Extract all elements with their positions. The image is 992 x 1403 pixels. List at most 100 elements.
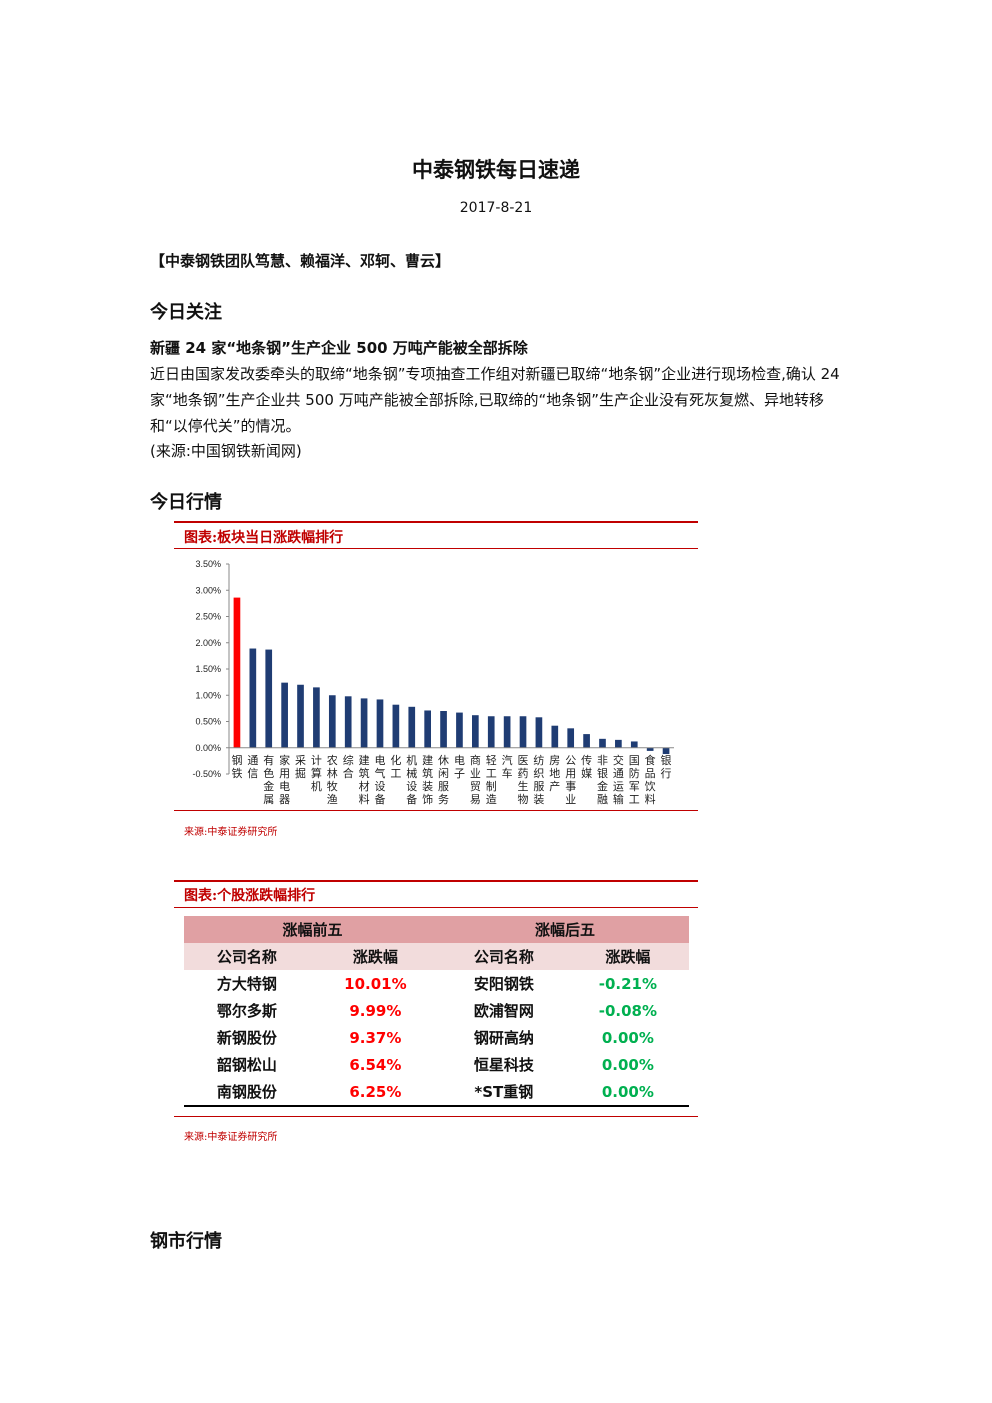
top-company: 方大特钢	[216, 975, 277, 993]
x-tick-label: 轻工制造	[486, 753, 497, 806]
x-tick-label: 房地产	[549, 754, 560, 793]
x-tick-label: 综合	[343, 753, 354, 780]
bar	[313, 687, 320, 748]
bar	[440, 711, 447, 748]
stock-change-table: 涨幅前五 涨幅后五 公司名称 涨跌幅 公司名称 涨跌幅 方大特钢 10.01% …	[184, 916, 689, 1107]
figure1-caption-rule	[174, 548, 698, 549]
table-row: 韶钢松山 6.54% 恒星科技 0.00%	[184, 1051, 689, 1078]
table-row: 方大特钢 10.01% 安阳钢铁 -0.21%	[184, 970, 689, 997]
x-tick-label: 纺织服装	[533, 753, 544, 806]
figure2-caption: 图表:个股涨跌幅排行	[184, 888, 316, 904]
group-header-bottom: 涨幅后五	[440, 916, 689, 943]
figure1-bottom-rule	[174, 810, 698, 811]
x-tick-label: 家用电器	[279, 753, 290, 806]
news-headline: 新疆 24 家“地条钢”生产企业 500 万吨产能被全部拆除	[150, 339, 528, 357]
col-header-company: 公司名称	[440, 943, 567, 970]
figure1-caption: 图表:板块当日涨跌幅排行	[184, 530, 344, 546]
bar	[519, 716, 527, 748]
y-tick-label: -0.50%	[192, 769, 221, 779]
x-tick-label: 机械设备	[406, 753, 417, 806]
bar	[424, 710, 431, 748]
team-authors: 【中泰钢铁团队笃慧、赖福洋、邓轲、曹云】	[150, 252, 451, 270]
group-header-top: 涨幅前五	[184, 916, 441, 943]
bottom-change: 0.00%	[566, 1078, 689, 1107]
y-tick-label: 2.50%	[195, 612, 221, 622]
col-header-change: 涨跌幅	[309, 943, 441, 970]
y-tick-label: 0.50%	[195, 717, 221, 727]
section-heading-steel-market: 钢市行情	[150, 1231, 222, 1252]
x-tick-label: 钢铁	[231, 754, 242, 780]
x-tick-label: 建筑材料	[359, 753, 370, 806]
x-tick-label: 化工	[390, 753, 401, 780]
bottom-company: 钢研高纳	[473, 1029, 534, 1047]
y-tick-label: 2.00%	[195, 638, 221, 648]
table-row: 新钢股份 9.37% 钢研高纳 0.00%	[184, 1024, 689, 1051]
top-change: 9.37%	[349, 1028, 402, 1047]
bar	[535, 717, 543, 748]
x-tick-label: 汽车	[502, 753, 513, 780]
x-tick-label: 建筑装饰	[422, 753, 433, 806]
y-tick-label: 3.00%	[195, 585, 221, 595]
figure2-source: 来源:中泰证券研究所	[184, 1132, 278, 1143]
x-tick-label: 商业贸易	[470, 753, 481, 806]
bottom-company: *ST重钢	[440, 1078, 567, 1107]
bar	[456, 712, 463, 748]
bar	[662, 747, 670, 755]
col-header-change: 涨跌幅	[566, 943, 689, 970]
bar	[281, 682, 288, 748]
bar	[503, 716, 511, 748]
x-tick-label: 交通运输	[613, 753, 624, 806]
bar	[376, 699, 384, 748]
bar	[630, 741, 638, 748]
bar	[646, 747, 654, 751]
bar	[344, 696, 352, 748]
bar	[583, 734, 590, 748]
x-tick-label: 传媒	[581, 754, 592, 780]
col-header-company: 公司名称	[184, 943, 310, 970]
figure1-top-rule	[174, 521, 698, 523]
figure2-caption-rule	[174, 907, 698, 908]
x-tick-label: 国防军工	[629, 754, 640, 806]
bar	[599, 738, 606, 748]
bar	[567, 728, 575, 748]
y-tick-label: 1.50%	[195, 664, 221, 674]
x-tick-label: 公用事业	[565, 754, 576, 806]
document-date: 2017-8-21	[459, 200, 533, 216]
bottom-company: 恒星科技	[473, 1056, 534, 1074]
table-row: 鄂尔多斯 9.99% 欧浦智网 -0.08%	[184, 997, 689, 1024]
x-tick-label: 采掘	[295, 754, 306, 780]
bar	[472, 715, 479, 748]
bar	[615, 739, 622, 748]
bottom-company: 安阳钢铁	[473, 975, 534, 993]
x-tick-label: 农林牧渔	[327, 753, 338, 806]
bottom-change: -0.08%	[598, 1001, 658, 1020]
figure1-source: 来源:中泰证券研究所	[184, 827, 278, 838]
x-tick-label: 银行	[661, 753, 672, 780]
section-heading-market: 今日行情	[150, 492, 222, 513]
x-tick-label: 计算机	[311, 754, 322, 793]
x-tick-label: 医药生物	[518, 754, 529, 806]
bottom-change: 0.00%	[601, 1055, 654, 1074]
bar	[551, 725, 559, 748]
bar	[297, 684, 304, 748]
top-change: 6.25%	[309, 1078, 441, 1107]
y-tick-label: 1.00%	[195, 690, 221, 700]
bar	[360, 698, 368, 748]
x-tick-label: 通信	[247, 754, 258, 780]
x-tick-label: 电子	[454, 754, 465, 780]
bottom-change: 0.00%	[601, 1028, 654, 1047]
x-tick-label: 非银金融	[597, 754, 608, 806]
bar	[265, 649, 273, 748]
top-change: 9.99%	[349, 1001, 402, 1020]
top-company: 南钢股份	[184, 1078, 310, 1107]
y-tick-label: 0.00%	[195, 743, 221, 753]
news-body: 近日由国家发改委牵头的取缔“地条钢”专项抽查工作组对新疆已取缔“地条钢”企业进行…	[150, 365, 840, 435]
top-change: 6.54%	[349, 1055, 402, 1074]
x-tick-label: 休闲服务	[438, 754, 449, 806]
x-tick-label: 有色金属	[263, 753, 274, 806]
bar	[249, 648, 257, 748]
section-heading-focus: 今日关注	[150, 302, 222, 323]
bar	[328, 695, 336, 748]
news-source: (来源:中国钢铁新闻网)	[150, 442, 302, 460]
top-change: 10.01%	[344, 974, 407, 993]
